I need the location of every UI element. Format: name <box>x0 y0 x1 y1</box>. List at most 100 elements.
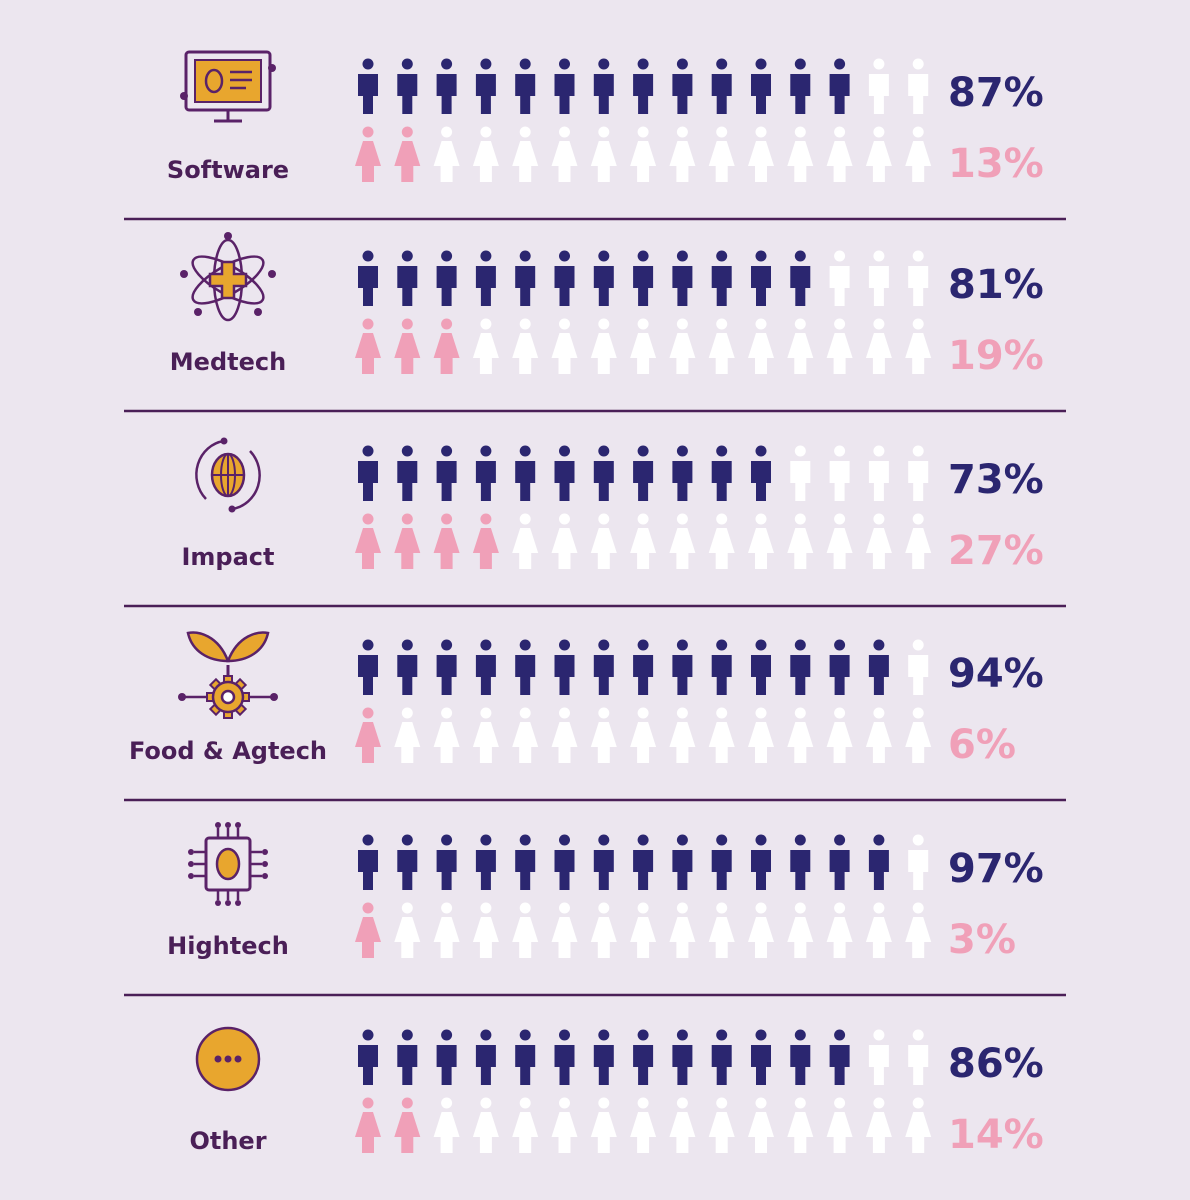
male-figure <box>633 1029 654 1085</box>
male-figure <box>436 250 457 306</box>
male-figure <box>593 639 614 695</box>
globe-egg-icon <box>195 437 261 513</box>
empty-male-figure <box>868 1029 889 1085</box>
category-label: Impact <box>181 543 274 571</box>
empty-male-figure <box>908 250 929 306</box>
male-figure <box>633 834 654 890</box>
male-figure <box>633 58 654 114</box>
category-row: Medtech 81% 19% <box>124 232 1066 413</box>
male-figure <box>397 445 418 501</box>
empty-female-figure <box>708 513 735 569</box>
male-figure <box>436 1029 457 1085</box>
empty-female-figure <box>433 902 460 958</box>
male-figure <box>672 834 693 890</box>
empty-female-figure <box>433 707 460 763</box>
category-row: Hightech 97% 3% <box>124 822 1066 997</box>
male-figure <box>868 639 889 695</box>
empty-male-figure <box>908 1029 929 1085</box>
category-label: Medtech <box>170 348 286 376</box>
empty-female-figure <box>472 126 499 182</box>
male-percentage: 87% <box>948 70 1044 116</box>
female-figure <box>394 318 421 374</box>
empty-female-figure <box>512 513 539 569</box>
empty-female-figure <box>708 1097 735 1153</box>
empty-male-figure <box>790 445 811 501</box>
male-figure <box>751 834 771 890</box>
female-figure <box>355 513 381 569</box>
empty-female-figure <box>748 513 774 569</box>
empty-female-figure <box>787 902 814 958</box>
male-percentage: 86% <box>948 1041 1044 1087</box>
empty-female-figure <box>433 1097 460 1153</box>
empty-male-figure <box>908 445 929 501</box>
empty-female-figure <box>590 126 617 182</box>
male-figure <box>711 58 732 114</box>
male-figure <box>515 58 536 114</box>
male-figure <box>436 834 457 890</box>
female-percentage: 3% <box>948 917 1016 963</box>
empty-female-figure <box>708 318 735 374</box>
male-figure <box>633 445 654 501</box>
male-figure <box>554 445 575 501</box>
male-figure <box>593 250 614 306</box>
male-figure <box>554 639 575 695</box>
empty-female-figure <box>630 318 657 374</box>
female-figure <box>394 513 421 569</box>
male-figure <box>397 1029 418 1085</box>
empty-female-figure <box>708 902 735 958</box>
empty-female-figure <box>590 318 617 374</box>
empty-female-figure <box>590 902 617 958</box>
empty-female-figure <box>826 707 853 763</box>
empty-female-figure <box>787 126 814 182</box>
empty-female-figure <box>630 902 657 958</box>
category-row: Software 87% 13% <box>124 50 1066 221</box>
empty-female-figure <box>748 902 774 958</box>
male-figure <box>515 1029 536 1085</box>
empty-female-figure <box>551 513 578 569</box>
empty-female-figure <box>512 902 539 958</box>
male-figure <box>593 834 614 890</box>
empty-male-figure <box>829 250 850 306</box>
empty-female-figure <box>865 707 892 763</box>
male-figure <box>790 639 811 695</box>
empty-female-figure <box>826 902 853 958</box>
male-figure <box>554 250 575 306</box>
female-figure <box>355 902 381 958</box>
empty-female-figure <box>512 1097 539 1153</box>
male-figure <box>436 445 457 501</box>
category-row: Food & Agtech 94% 6% <box>124 631 1066 802</box>
empty-female-figure <box>905 513 932 569</box>
male-percentage: 97% <box>948 846 1044 892</box>
empty-female-figure <box>394 902 421 958</box>
male-percentage: 73% <box>948 457 1044 503</box>
female-percentage: 13% <box>948 141 1044 187</box>
male-figure <box>751 1029 771 1085</box>
female-percentage: 27% <box>948 528 1044 574</box>
male-figure <box>436 58 457 114</box>
male-figure <box>790 250 811 306</box>
male-figure <box>633 639 654 695</box>
category-row: Impact 73% 27% <box>124 437 1066 608</box>
male-figure <box>829 58 850 114</box>
empty-female-figure <box>669 126 696 182</box>
female-percentage: 14% <box>948 1112 1044 1158</box>
male-figure <box>829 834 850 890</box>
female-figure <box>433 318 460 374</box>
female-figure <box>355 318 381 374</box>
male-figure <box>633 250 654 306</box>
male-figure <box>751 639 771 695</box>
male-figure <box>672 58 693 114</box>
male-figure <box>672 445 693 501</box>
empty-female-figure <box>472 318 499 374</box>
atom-medical-cross-icon <box>180 232 276 322</box>
empty-male-figure <box>868 250 889 306</box>
rows-layer: Software 87% 13% Medtech 81% 19% Impact 73% 27% F… <box>124 50 1066 1158</box>
male-figure <box>711 445 732 501</box>
empty-female-figure <box>512 126 539 182</box>
empty-female-figure <box>826 318 853 374</box>
male-figure <box>829 1029 850 1085</box>
empty-female-figure <box>787 513 814 569</box>
female-figure <box>355 707 381 763</box>
empty-female-figure <box>905 318 932 374</box>
